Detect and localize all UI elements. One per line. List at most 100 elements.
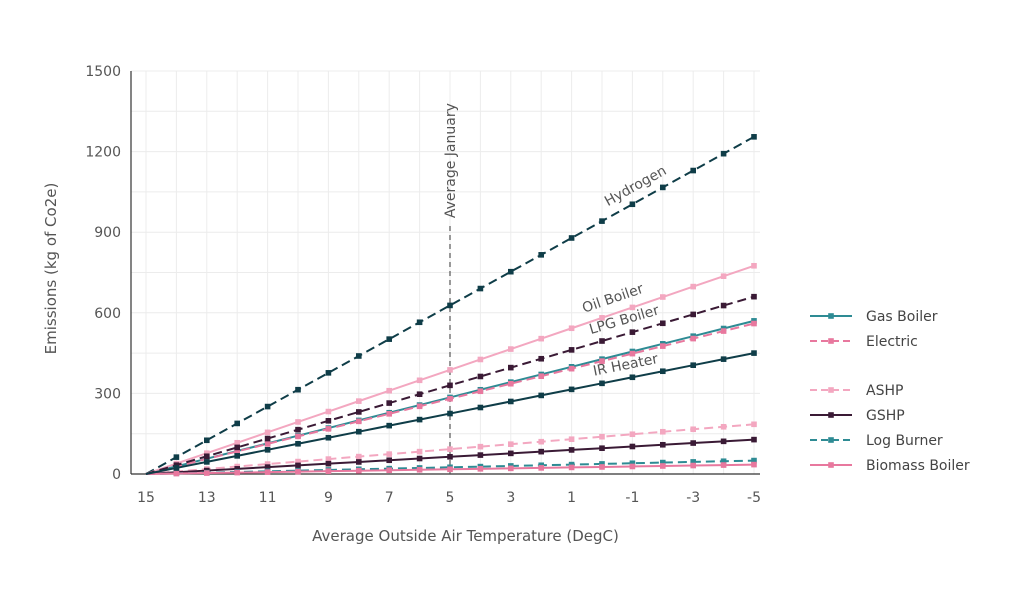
data-point xyxy=(447,410,453,417)
data-point xyxy=(356,467,362,474)
data-point xyxy=(356,453,362,460)
data-point xyxy=(690,311,696,318)
average-january-label: Average January xyxy=(443,103,459,218)
data-point xyxy=(477,452,484,458)
data-point xyxy=(690,283,696,290)
x-tick-label: -3 xyxy=(686,490,700,506)
series-ir-heater xyxy=(145,350,757,475)
legend-marker xyxy=(828,437,834,443)
data-point xyxy=(599,464,605,470)
data-point xyxy=(386,336,392,342)
y-tick-label: 600 xyxy=(94,306,121,322)
data-point xyxy=(386,467,392,474)
data-point xyxy=(660,463,666,469)
legend-item-gas-boiler: Gas Boiler xyxy=(810,309,938,325)
data-point xyxy=(568,447,575,453)
data-point xyxy=(234,448,240,455)
data-point xyxy=(356,459,362,465)
data-point xyxy=(173,462,180,468)
data-point xyxy=(447,367,453,373)
data-point xyxy=(416,403,423,410)
data-point xyxy=(447,395,453,402)
data-point xyxy=(690,426,696,433)
data-point xyxy=(295,468,301,475)
tick-labels: 0 300 600 900 1200 1500 15 13 11 9 7 5 3 1 -1 -3 -5 xyxy=(85,64,761,506)
data-point xyxy=(386,411,392,417)
data-point xyxy=(204,450,210,456)
data-point xyxy=(234,420,240,427)
data-point xyxy=(295,419,301,425)
data-point xyxy=(568,461,575,468)
series-electric xyxy=(145,320,757,475)
data-point xyxy=(173,470,180,477)
data-point xyxy=(751,262,757,269)
data-point xyxy=(568,347,575,353)
data-point xyxy=(629,201,636,208)
data-point xyxy=(356,428,362,435)
x-tick-label: 15 xyxy=(137,490,155,506)
data-point xyxy=(295,426,301,433)
data-point xyxy=(629,350,636,357)
data-point xyxy=(416,319,423,326)
data-point xyxy=(720,328,727,334)
data-point xyxy=(538,335,544,342)
data-point xyxy=(295,458,301,465)
data-point xyxy=(173,454,180,460)
data-point xyxy=(720,462,727,468)
data-point xyxy=(477,466,484,472)
data-point xyxy=(447,466,453,473)
data-point xyxy=(356,353,362,359)
data-point xyxy=(568,325,575,332)
data-point xyxy=(751,320,757,327)
data-point xyxy=(751,421,757,428)
data-point xyxy=(295,462,301,469)
data-point xyxy=(538,355,544,362)
data-point xyxy=(264,469,271,475)
data-point xyxy=(568,235,575,241)
data-point xyxy=(295,440,301,447)
data-point xyxy=(325,468,332,474)
data-point xyxy=(416,416,423,423)
legend-label: Log Burner xyxy=(866,433,943,449)
data-point xyxy=(599,433,605,440)
data-point xyxy=(629,431,636,438)
data-point xyxy=(720,150,727,157)
series-biomass-boiler xyxy=(145,461,757,477)
data-point xyxy=(447,302,453,309)
legend-marker xyxy=(828,338,834,344)
x-tick-label: 11 xyxy=(259,490,277,506)
data-point xyxy=(660,184,666,191)
y-axis-title: Emissions (kg of Co2e) xyxy=(42,183,60,355)
legend-marker xyxy=(828,387,834,393)
data-point xyxy=(264,441,271,447)
legend-item-electric: Electric xyxy=(810,334,918,350)
data-point xyxy=(264,447,271,453)
data-point xyxy=(325,418,332,424)
data-point xyxy=(599,338,605,344)
data-point xyxy=(204,437,210,444)
data-point xyxy=(629,443,636,450)
data-point xyxy=(751,461,757,468)
data-point xyxy=(173,465,180,471)
data-point xyxy=(690,440,696,446)
data-point xyxy=(325,434,332,441)
data-point xyxy=(508,441,514,447)
x-tick-label: 9 xyxy=(324,490,333,506)
y-tick-label: 1200 xyxy=(85,145,121,161)
data-point xyxy=(204,459,210,465)
data-point xyxy=(538,438,544,445)
data-point xyxy=(629,374,636,381)
x-tick-label: 7 xyxy=(385,490,394,506)
annotation-layer: Average January xyxy=(443,103,459,474)
data-point xyxy=(477,443,484,450)
legend-item-gshp: GSHP xyxy=(810,408,905,424)
legend-item-ashp: ASHP xyxy=(810,383,903,399)
data-point xyxy=(660,459,666,466)
data-point xyxy=(660,441,666,448)
data-point xyxy=(386,400,392,406)
data-point xyxy=(477,388,484,395)
data-point xyxy=(416,466,423,473)
series-gshp xyxy=(145,436,757,476)
data-point xyxy=(751,134,757,140)
